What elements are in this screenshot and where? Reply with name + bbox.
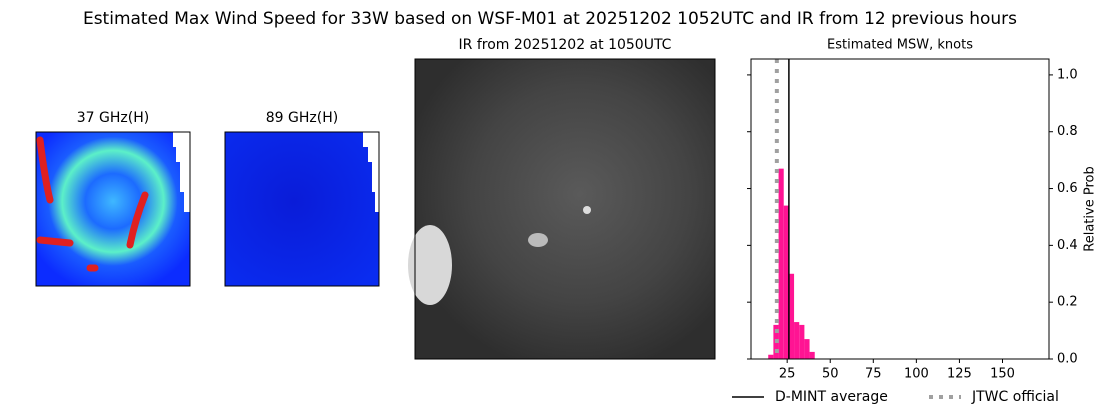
image-89ghz — [224, 131, 380, 287]
figure-title: Estimated Max Wind Speed for 33W based o… — [83, 9, 1017, 29]
bar — [804, 339, 810, 359]
y-tick-label: 1.0 — [1057, 67, 1078, 82]
y-tick-label: 0.4 — [1057, 238, 1078, 253]
bar — [778, 168, 784, 359]
bar — [768, 354, 774, 359]
x-tick-label: 50 — [822, 367, 839, 382]
bar — [799, 324, 805, 359]
image-37ghz — [35, 131, 191, 287]
legend-label: JTWC official — [971, 389, 1059, 405]
x-tick-label: 100 — [904, 367, 929, 382]
y-tick-label: 0.8 — [1057, 124, 1078, 139]
chart-title: Estimated MSW, knots — [827, 38, 973, 53]
bar — [794, 322, 800, 359]
x-tick-label: 150 — [990, 367, 1015, 382]
panel-title: 89 GHz(H) — [266, 110, 338, 126]
image-ir — [408, 58, 716, 360]
x-tick-label: 75 — [865, 367, 882, 382]
y-tick-label: 0.0 — [1057, 352, 1078, 367]
x-tick-label: 125 — [947, 367, 972, 382]
y-axis-label: Relative Prob — [1083, 166, 1098, 251]
y-tick-label: 0.6 — [1057, 181, 1078, 196]
legend-label: D-MINT average — [775, 389, 888, 405]
bar — [788, 273, 795, 359]
plot-frame — [750, 58, 1050, 360]
bar — [809, 351, 815, 359]
bar — [783, 205, 789, 359]
panel-title: IR from 20251202 at 1050UTC — [459, 37, 672, 53]
panel-title: 37 GHz(H) — [77, 110, 149, 126]
x-tick-label: 25 — [779, 367, 796, 382]
y-tick-label: 0.2 — [1057, 295, 1078, 310]
